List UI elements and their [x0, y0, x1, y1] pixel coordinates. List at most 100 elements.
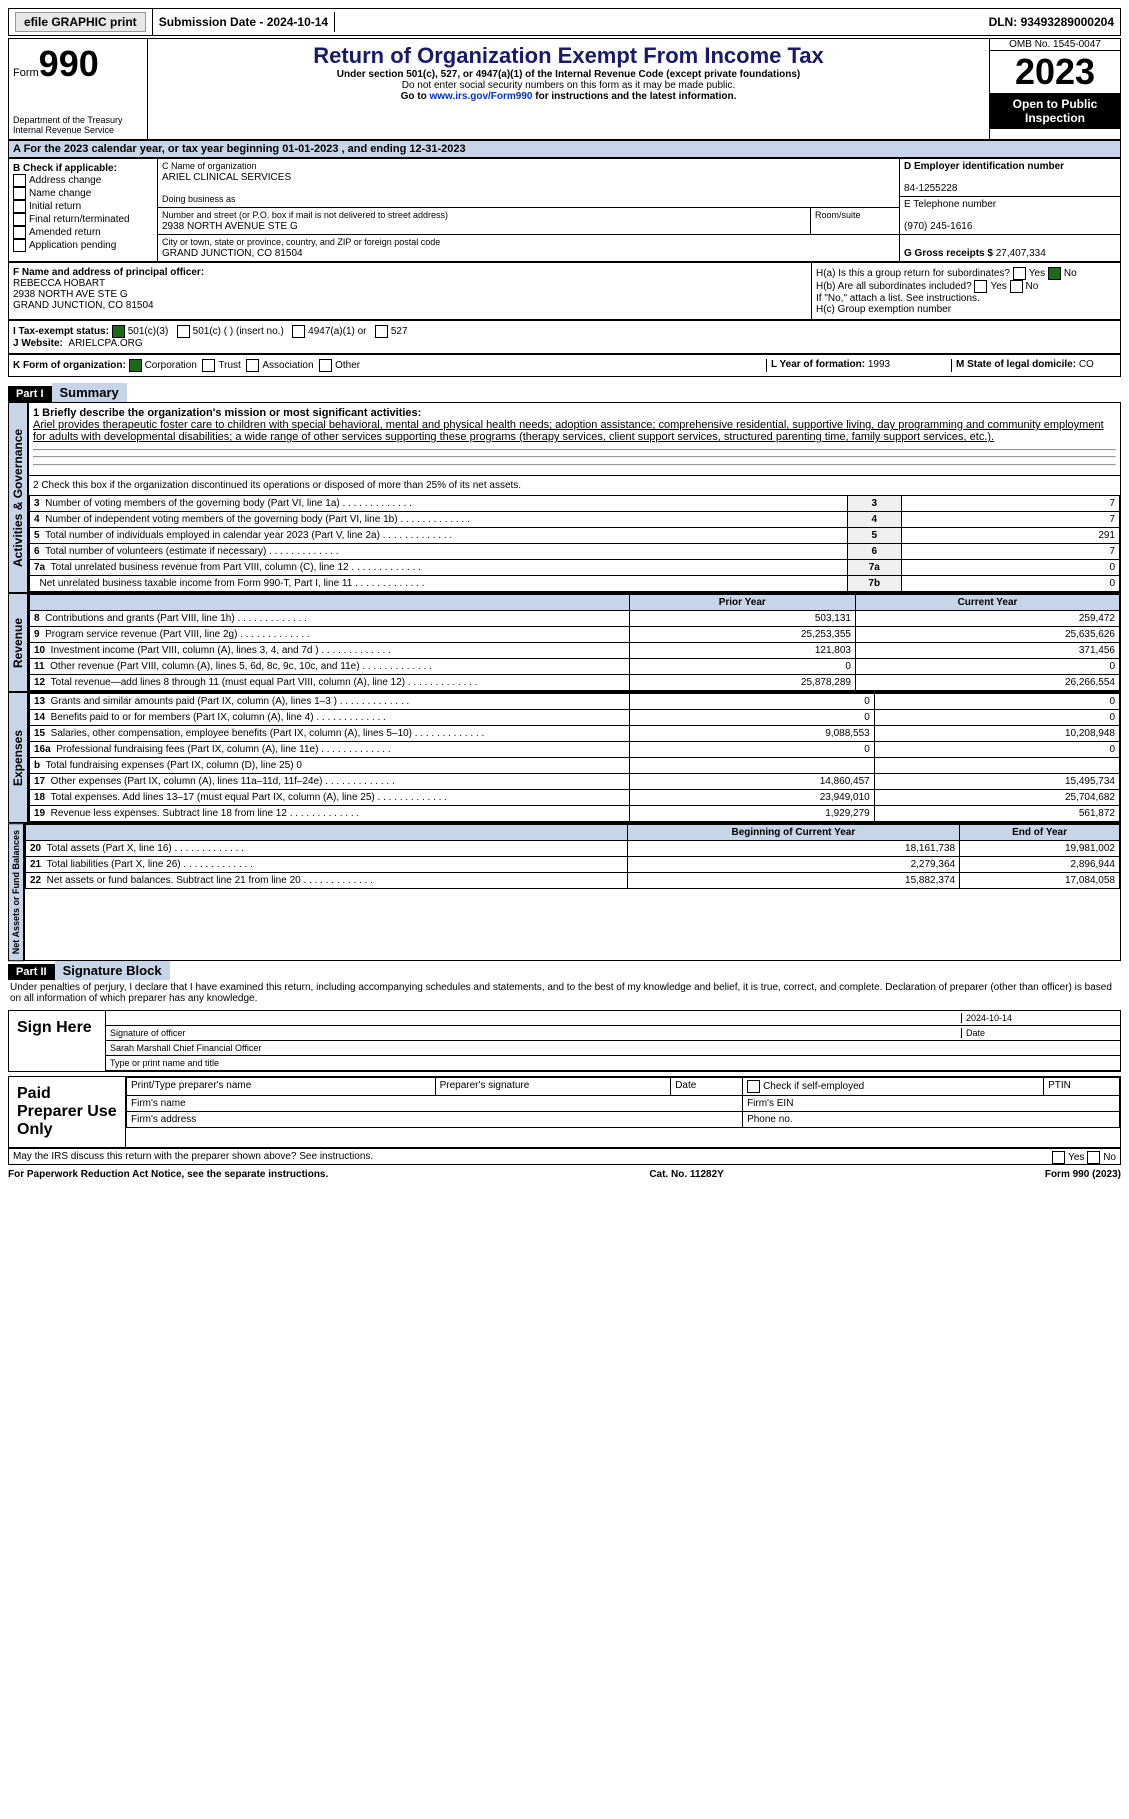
end-year-header: End of Year — [960, 825, 1120, 841]
type-print-label: Type or print name and title — [106, 1056, 1120, 1071]
top-bar: efile GRAPHIC print Submission Date - 20… — [8, 8, 1121, 36]
discuss-yes: Yes — [1068, 1152, 1084, 1163]
website-label: J Website: — [13, 338, 63, 349]
domicile-label: M State of legal domicile: — [956, 359, 1079, 370]
principal-officer-row: F Name and address of principal officer:… — [8, 262, 1121, 320]
other-checkbox[interactable] — [319, 359, 332, 372]
501c-checkbox[interactable] — [177, 325, 190, 338]
corp-checkbox[interactable] — [129, 359, 142, 372]
part1-header: Part ISummary — [8, 383, 1121, 402]
begin-year-header: Beginning of Current Year — [627, 825, 959, 841]
website-value: ARIELCPA.ORG — [68, 338, 142, 349]
gross-label: G Gross receipts $ — [904, 248, 996, 259]
final-return-label: Final return/terminated — [29, 214, 130, 225]
tax-status-row: I Tax-exempt status: 501(c)(3) 501(c) ( … — [8, 320, 1121, 354]
org-name-label: C Name of organization — [162, 161, 257, 171]
submission-date-label: Submission Date - — [159, 15, 267, 29]
ha-no-checkbox[interactable] — [1048, 267, 1061, 280]
4947-checkbox[interactable] — [292, 325, 305, 338]
ein-label: D Employer identification number — [904, 161, 1064, 172]
irs-link[interactable]: www.irs.gov/Form990 — [429, 91, 532, 102]
ag-table: 3 Number of voting members of the govern… — [29, 495, 1120, 592]
phone-label: Phone no. — [743, 1112, 1120, 1128]
assoc-checkbox[interactable] — [246, 359, 259, 372]
initial-return-checkbox[interactable] — [13, 200, 26, 213]
trust-checkbox[interactable] — [202, 359, 215, 372]
part2-header: Part IISignature Block — [8, 961, 1121, 980]
year-formation-label: L Year of formation: — [771, 359, 868, 370]
discuss-text: May the IRS discuss this return with the… — [13, 1151, 373, 1162]
domicile-value: CO — [1079, 359, 1094, 370]
netassets-table: Beginning of Current YearEnd of Year 20 … — [25, 824, 1120, 889]
501c-label: 501(c) ( ) (insert no.) — [193, 326, 284, 337]
527-label: 527 — [391, 326, 408, 337]
sign-date: 2024-10-14 — [961, 1013, 1116, 1023]
hb-label: H(b) Are all subordinates included? — [816, 281, 972, 292]
hb-yes-checkbox[interactable] — [974, 280, 987, 293]
efile-print-button[interactable]: efile GRAPHIC print — [15, 12, 146, 32]
paid-preparer-label: Paid Preparer Use Only — [9, 1077, 126, 1147]
expenses-section: Expenses 13 Grants and similar amounts p… — [8, 692, 1121, 823]
street-label: Number and street (or P.O. box if mail i… — [162, 210, 448, 220]
ha-yes-checkbox[interactable] — [1013, 267, 1026, 280]
hb-no-checkbox[interactable] — [1010, 280, 1023, 293]
other-label: Other — [335, 360, 360, 371]
part2-title: Signature Block — [55, 961, 170, 980]
dln-label: DLN: — [989, 15, 1021, 29]
principal-addr2: GRAND JUNCTION, CO 81504 — [13, 300, 154, 311]
form-label: Form — [13, 67, 39, 79]
name-change-checkbox[interactable] — [13, 187, 26, 200]
amended-return-checkbox[interactable] — [13, 226, 26, 239]
final-return-checkbox[interactable] — [13, 213, 26, 226]
form-header: Form990 Department of the Treasury Inter… — [8, 38, 1121, 140]
corp-label: Corporation — [145, 360, 197, 371]
page-footer: For Paperwork Reduction Act Notice, see … — [8, 1165, 1121, 1184]
4947-label: 4947(a)(1) or — [308, 326, 366, 337]
discuss-no-checkbox[interactable] — [1087, 1151, 1100, 1164]
app-pending-label: Application pending — [29, 240, 116, 251]
expenses-tab: Expenses — [8, 692, 28, 823]
self-employed-checkbox[interactable] — [747, 1080, 760, 1093]
dept-treasury: Department of the Treasury — [13, 115, 143, 125]
discuss-yes-checkbox[interactable] — [1052, 1151, 1065, 1164]
goto-prefix: Go to — [401, 91, 430, 102]
principal-label: F Name and address of principal officer: — [13, 267, 204, 278]
address-change-checkbox[interactable] — [13, 174, 26, 187]
prep-date-label: Date — [671, 1078, 743, 1096]
mission-text: Ariel provides therapeutic foster care t… — [33, 419, 1104, 443]
form-subtitle-2: Do not enter social security numbers on … — [152, 80, 985, 91]
taxstatus-label: I Tax-exempt status: — [13, 326, 109, 337]
current-year-header: Current Year — [855, 595, 1119, 611]
app-pending-checkbox[interactable] — [13, 239, 26, 252]
hc-label: H(c) Group exemption number — [816, 304, 951, 315]
principal-addr1: 2938 NORTH AVE STE G — [13, 289, 128, 300]
tax-year: 2023 — [990, 51, 1120, 93]
cat-no: Cat. No. 11282Y — [649, 1169, 723, 1180]
ha-yes: Yes — [1029, 268, 1045, 279]
revenue-table: Prior YearCurrent Year 8 Contributions a… — [29, 594, 1120, 691]
self-employed-label: Check if self-employed — [763, 1081, 864, 1092]
calendar-year-row: A For the 2023 calendar year, or tax yea… — [8, 140, 1121, 158]
sign-here-label: Sign Here — [9, 1011, 106, 1071]
ptin-label: PTIN — [1044, 1078, 1120, 1096]
line2-text: 2 Check this box if the organization dis… — [29, 476, 1120, 495]
part2-bar: Part II — [8, 964, 55, 980]
trust-label: Trust — [218, 360, 240, 371]
form-title: Return of Organization Exempt From Incom… — [152, 43, 985, 69]
year-formation-value: 1993 — [868, 359, 890, 370]
assoc-label: Association — [262, 360, 313, 371]
527-checkbox[interactable] — [375, 325, 388, 338]
ha-label: H(a) Is this a group return for subordin… — [816, 268, 1010, 279]
city-value: GRAND JUNCTION, CO 81504 — [162, 248, 303, 259]
netassets-tab: Net Assets or Fund Balances — [8, 823, 24, 961]
sign-here-block: Sign Here 2024-10-14 Signature of office… — [8, 1010, 1121, 1072]
501c3-checkbox[interactable] — [112, 325, 125, 338]
principal-name: REBECCA HOBART — [13, 278, 105, 289]
expenses-table: 13 Grants and similar amounts paid (Part… — [29, 693, 1120, 822]
initial-return-label: Initial return — [29, 201, 81, 212]
discuss-no: No — [1103, 1152, 1116, 1163]
form-footer: Form 990 (2023) — [1045, 1169, 1121, 1180]
city-label: City or town, state or province, country… — [162, 237, 440, 247]
section-bcd: B Check if applicable: Address change Na… — [8, 158, 1121, 262]
mission-label: 1 Briefly describe the organization's mi… — [33, 407, 421, 419]
